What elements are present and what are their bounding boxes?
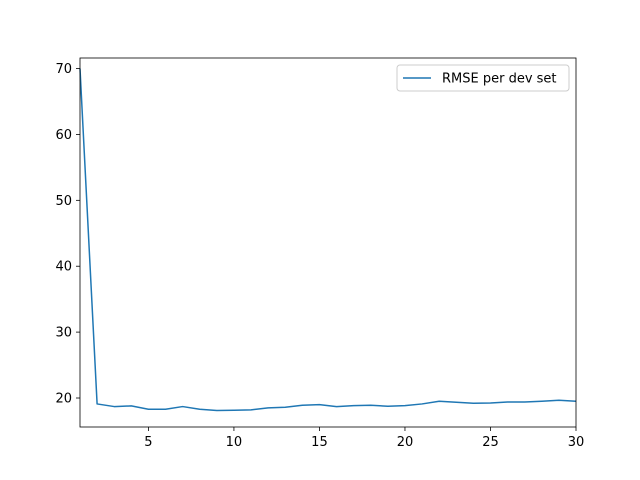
x-tick-label: 25: [482, 435, 499, 450]
y-axis-ticks: 20 30 40 50 60 70: [55, 62, 80, 407]
x-axis-ticks: 5 10 15 20 25 30: [144, 427, 584, 450]
y-tick-label: 70: [55, 62, 72, 77]
series-layer: [79, 68, 577, 412]
y-tick-label: 60: [55, 128, 72, 143]
axes: 5 10 15 20 25 30 20 30 40 50 60 70 RMSE per dev se…: [55, 57, 584, 450]
series-line-0: [79, 68, 577, 412]
legend-box: [396, 64, 570, 92]
plot-area: [80, 58, 576, 427]
plot-frame: [79, 57, 577, 428]
x-tick-label: 10: [226, 435, 243, 450]
y-tick-label: 30: [55, 326, 72, 341]
legend-label: RMSE per dev set: [442, 72, 557, 87]
x-tick-label: 5: [144, 435, 152, 450]
x-tick-label: 20: [397, 435, 414, 450]
y-tick-label: 20: [55, 392, 72, 407]
y-tick-label: 50: [55, 194, 72, 209]
y-tick-label: 40: [55, 260, 72, 275]
x-tick-label: 30: [568, 435, 585, 450]
legend: RMSE per dev set: [396, 64, 570, 92]
x-tick-label: 15: [311, 435, 328, 450]
